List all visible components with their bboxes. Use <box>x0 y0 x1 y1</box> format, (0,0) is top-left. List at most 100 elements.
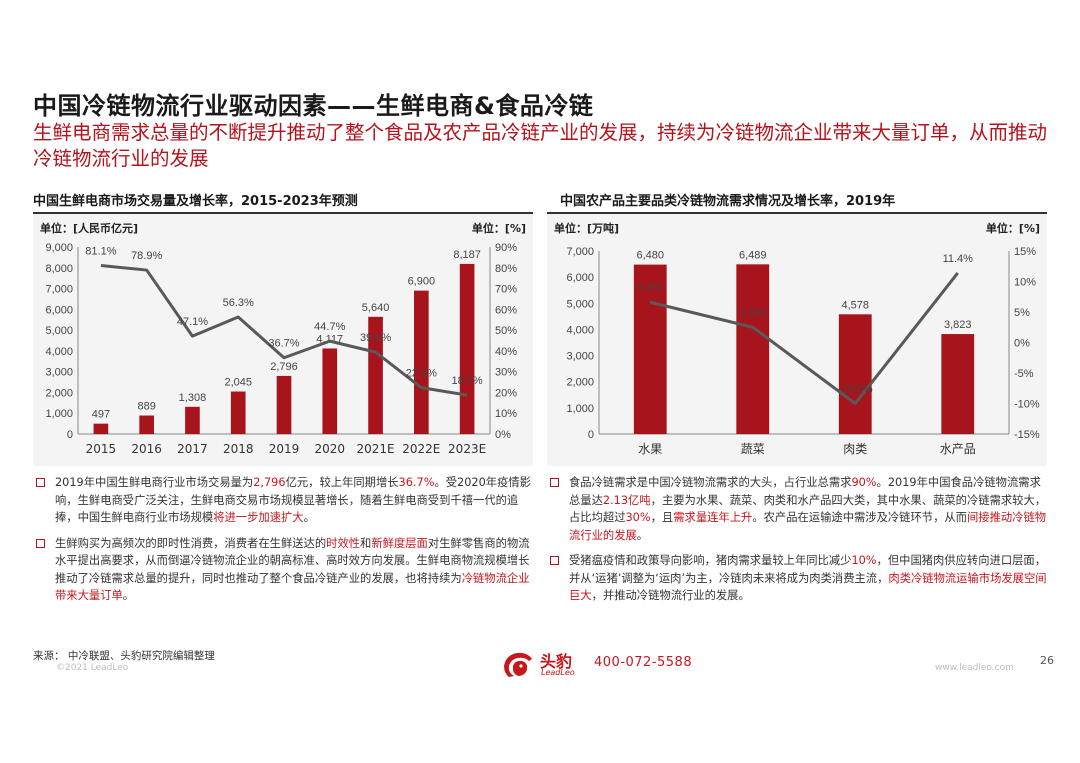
bullet-text: 受猪瘟疫情和政策导向影响，猪肉需求量较上年同比减少 <box>569 554 852 567</box>
logo-en-text: LeadLeo <box>541 668 575 677</box>
y-tick-label: 5,000 <box>45 325 73 337</box>
highlight-text: 将进一步加速扩大 <box>213 511 304 524</box>
highlight-text: 肉类冷链物流运输市场发展空间巨大 <box>569 571 1047 603</box>
highlight-text: 36.7% <box>398 476 435 489</box>
x-tick-label: 肉类 <box>843 442 867 456</box>
x-tick-label: 2017 <box>177 442 208 456</box>
bar <box>322 348 338 434</box>
highlight-text: 时效性 <box>326 536 361 550</box>
page-title: 中国冷链物流行业驱动因素——生鲜电商&食品冷链 <box>33 92 594 120</box>
bar <box>230 391 246 434</box>
y2-tick-label: 0% <box>1014 338 1030 350</box>
line-value-label: 78.9% <box>131 250 162 262</box>
y-tick-label: 0 <box>67 429 73 441</box>
page-number: 26 <box>1040 654 1054 667</box>
bullet-text: 食品冷链需求是中国冷链物流需求的大头，占行业总需求 <box>569 476 852 489</box>
bullet-item: 生鲜购买为高频次的即时性消费，消费者在生鲜送达的时效性和新鲜度层面对生鲜零售商的… <box>33 535 538 605</box>
bar-value-label: 3,823 <box>944 319 972 331</box>
right-bullet-list: 食品冷链需求是中国冷链物流需求的大头，占行业总需求90%。2019年中国食品冷链… <box>547 474 1047 613</box>
bullet-text: 和 <box>360 536 372 550</box>
website: www.leadleo.com <box>935 663 1014 673</box>
bar-value-label: 4,578 <box>841 299 869 311</box>
highlight-text: 新鲜度层面 <box>371 536 428 550</box>
y2-tick-label: 10% <box>495 408 517 420</box>
bar-value-label: 8,187 <box>453 249 481 261</box>
y-tick-label: 2,000 <box>45 387 73 399</box>
x-tick-label: 2019 <box>269 442 300 456</box>
bar <box>941 334 975 434</box>
bullet-text: 2019年中国生鲜电商行业市场交易量为 <box>55 476 254 489</box>
bullet-text: 。农产品在运输途中需涉及冷链环节，从而 <box>752 511 967 524</box>
y2-tick-label: 50% <box>495 325 517 337</box>
highlight-text: 冷链物流企业带来大量订单 <box>55 571 530 603</box>
y2-tick-label: 80% <box>495 263 517 275</box>
bar-value-label: 2,796 <box>270 361 298 373</box>
source-note: 来源： 中冷联盟、头豹研究院编辑整理 <box>33 650 215 662</box>
bar <box>459 263 475 434</box>
unit-right-label: 单位：[%] <box>472 221 526 235</box>
bullet-text: 。 <box>122 589 135 602</box>
highlight-text: 90% <box>851 476 877 489</box>
bar <box>93 423 109 434</box>
y-tick-label: 1,000 <box>566 403 594 415</box>
ecommerce-volume-chart: 单位：[人民币亿元] 单位：[%] 0 1,000 2,000 3,000 4,000 5,0… <box>40 221 526 456</box>
bar-value-label: 889 <box>137 401 155 413</box>
x-tick-label: 2021E <box>356 442 394 456</box>
bullet-item: 受猪瘟疫情和政策导向影响，猪肉需求量较上年同比减少10%，但中国猪肉供应转向进口… <box>547 552 1047 605</box>
line-value-label: 11.4% <box>943 253 974 265</box>
right-chart-title: 中国农产品主要品类冷链物流需求情况及增长率，2019年 <box>560 194 896 209</box>
bar <box>276 375 292 434</box>
highlight-text: 30% <box>625 511 651 524</box>
left-chart-title: 中国生鲜电商市场交易量及增长率，2015-2023年预测 <box>33 194 358 209</box>
y-tick-label: 4,000 <box>45 346 73 358</box>
left-chart-panel: 单位：[人民币亿元] 单位：[%] 0 1,000 2,000 3,000 4,000 5,0… <box>33 214 533 466</box>
y2-tick-label: 70% <box>495 284 517 296</box>
x-tick-label: 2022E <box>402 442 440 456</box>
y-tick-label: 7,000 <box>45 284 73 296</box>
bar <box>736 264 770 434</box>
bullet-square-icon <box>550 556 559 565</box>
y2-tick-label: 60% <box>495 304 517 316</box>
bar-value-label: 2,045 <box>224 377 252 389</box>
y2-tick-label: -15% <box>1014 429 1040 441</box>
bullet-text: 。 <box>636 528 649 542</box>
right-chart-panel: 单位：[万吨] 单位：[%] 0 1,000 2,000 3,000 4,000 5,000 6… <box>547 214 1047 466</box>
y-tick-label: 6,000 <box>45 304 73 316</box>
y-tick-label: 3,000 <box>566 351 594 363</box>
unit-right-label: 单位：[%] <box>986 221 1040 235</box>
bullet-text: 亿元，较上年同期增长 <box>285 476 399 489</box>
unit-left-label: 单位：[人民币亿元] <box>40 221 138 235</box>
x-tick-label: 2015 <box>86 442 117 456</box>
bar-value-label: 6,900 <box>408 276 436 288</box>
bar <box>633 264 667 434</box>
bar <box>368 316 383 434</box>
x-tick-label: 2016 <box>131 442 162 456</box>
bullet-square-icon <box>550 478 559 487</box>
line-value-label: 36.7% <box>268 338 299 350</box>
highlight-text: 需求量连年上升 <box>673 511 753 524</box>
bar-value-label: 1,308 <box>179 392 207 404</box>
y-tick-label: 8,000 <box>45 263 73 275</box>
leopard-icon <box>504 652 532 677</box>
y2-tick-label: 15% <box>1014 246 1036 258</box>
x-tick-label: 水产品 <box>940 442 976 456</box>
x-tick-label: 2018 <box>223 442 254 456</box>
y-tick-label: 6,000 <box>566 272 594 284</box>
left-chart-title-rule <box>33 212 533 214</box>
line-value-label: 18.7% <box>452 375 483 387</box>
highlight-text: 10% <box>851 554 877 567</box>
bullet-square-icon <box>36 538 45 548</box>
bullet-text: 。受2020年疫情影响，生鲜电商受广泛关注，生鲜电商交易市场规模显著增长，随着生… <box>55 476 531 524</box>
copyright: ©2021 LeadLeo <box>56 663 129 673</box>
y2-tick-label: 10% <box>1014 277 1036 289</box>
bullet-text: ，且 <box>650 511 674 524</box>
cold-chain-demand-chart: 单位：[万吨] 单位：[%] 0 1,000 2,000 3,000 4,000 5,000 6… <box>554 221 1040 456</box>
highlight-text: 间接推动冷链物流行业的发展 <box>569 511 1047 542</box>
logo-cn-text: 头豹 <box>540 652 573 671</box>
y2-tick-label: 0% <box>495 429 511 441</box>
page-subtitle: 生鲜电商需求总量的不断提升推动了整个食品及农产品冷链产业的发展，持续为冷链物流企… <box>33 121 1048 170</box>
highlight-text: 2.13亿吨 <box>602 493 651 507</box>
bullet-square-icon <box>36 478 45 487</box>
bullet-item: 2019年中国生鲜电商行业市场交易量为2,796亿元，较上年同期增长36.7%。… <box>33 474 538 527</box>
y-tick-label: 7,000 <box>566 246 594 258</box>
